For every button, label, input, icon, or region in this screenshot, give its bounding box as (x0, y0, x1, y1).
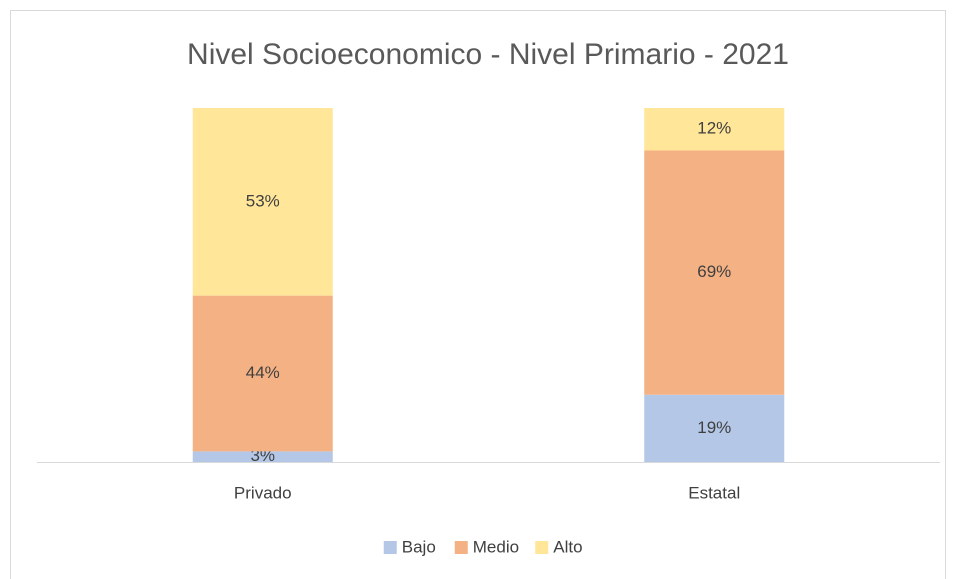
legend-swatch (454, 541, 468, 554)
legend-label: Medio (473, 537, 519, 556)
chart-title: Nivel Socioeconomico - Nivel Primario - … (187, 38, 789, 71)
chart-border (10, 10, 946, 579)
bar-segment (192, 295, 333, 452)
data-label: 53% (246, 191, 280, 210)
data-label: 19% (697, 418, 731, 437)
legend-label: Bajo (402, 537, 436, 556)
data-label: 12% (697, 119, 731, 138)
x-tick-label: Privado (234, 483, 292, 502)
bar-segment (644, 108, 785, 151)
data-label: 69% (697, 262, 731, 281)
bar-segment (192, 451, 333, 462)
data-label: 44% (246, 363, 280, 382)
legend-label: Alto (553, 537, 582, 556)
bar-segment (644, 394, 785, 462)
x-tick-label: Estatal (688, 483, 740, 502)
bar-segment (644, 150, 785, 395)
legend-swatch (535, 541, 549, 554)
bar-segment (192, 108, 333, 296)
legend-swatch (383, 541, 397, 554)
